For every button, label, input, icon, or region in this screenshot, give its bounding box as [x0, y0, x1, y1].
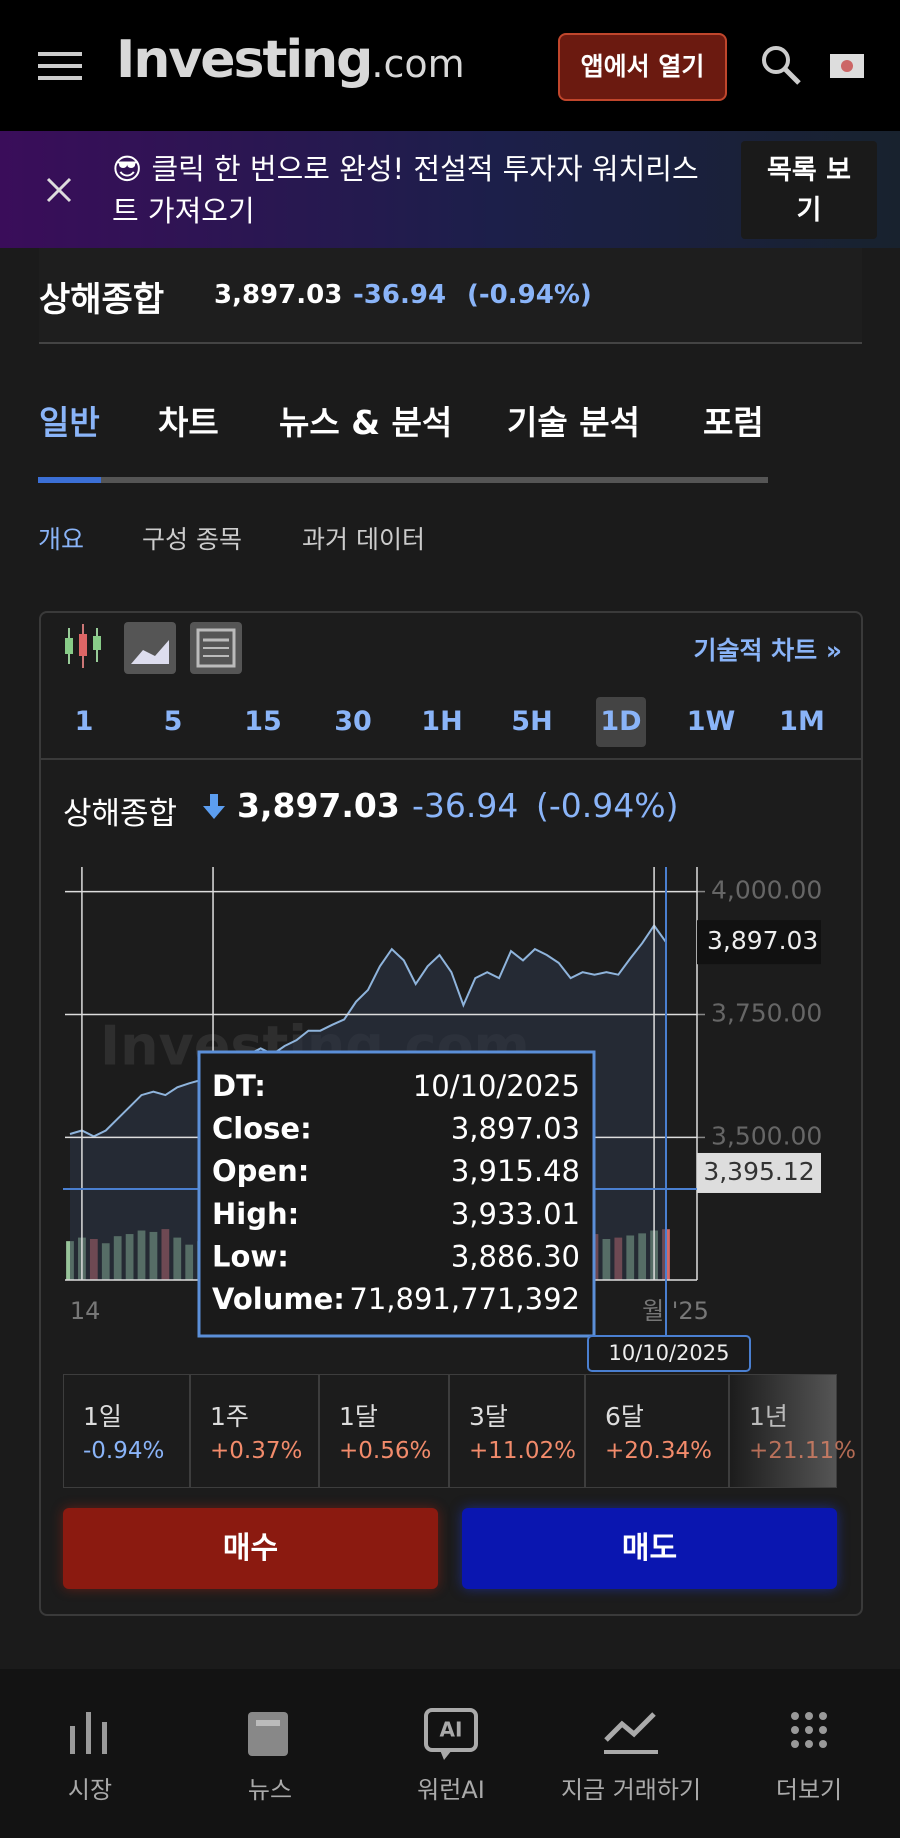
nav-label[interactable]: 더보기: [775, 1776, 843, 1804]
search-icon[interactable]: [760, 44, 802, 86]
open-app-button[interactable]: 앱에서 열기: [558, 33, 727, 101]
interval[interactable]: 15: [244, 706, 282, 737]
down-arrow: [203, 794, 225, 819]
area-icon[interactable]: [124, 622, 176, 674]
interval[interactable]: 30: [334, 706, 372, 737]
nav-icon-ai: AI: [424, 1708, 478, 1760]
tab[interactable]: 기술 분석: [507, 403, 640, 442]
perf-value: +21.11%: [749, 1438, 856, 1464]
quote-price: 3,897.03: [214, 280, 343, 310]
perf-cell: [319, 1374, 449, 1488]
perf-value: +11.02%: [469, 1438, 576, 1464]
logo-text: Investing: [116, 30, 373, 90]
quote-change-pct: (-0.94%): [467, 280, 592, 310]
tab-indicator: [38, 477, 101, 483]
subtab[interactable]: 과거 데이터: [302, 525, 425, 554]
perf-value: +20.34%: [605, 1438, 712, 1464]
chart-type-icons[interactable]: [63, 620, 253, 676]
menu-icon[interactable]: [38, 50, 84, 82]
logo[interactable]: Investing.com: [116, 30, 465, 90]
nav-label[interactable]: 지금 거래하기: [560, 1776, 702, 1804]
banner-emoji: 😎: [112, 152, 143, 186]
perf-cell: [449, 1374, 585, 1488]
perf-label: 1달: [339, 1402, 378, 1431]
quote-bar: [39, 248, 862, 344]
svg-text:AI: AI: [440, 1718, 463, 1742]
perf-value: +0.37%: [210, 1438, 303, 1464]
banner-close[interactable]: [46, 177, 72, 203]
perf-label: 6달: [605, 1402, 644, 1431]
banner-text: 😎 클릭 한 번으로 완성! 전설적 투자자 워치리스트 가져오기: [112, 148, 712, 232]
perf-cell: [729, 1374, 837, 1488]
perf-label: 1주: [210, 1402, 249, 1431]
tab[interactable]: 뉴스 & 분석: [279, 403, 453, 442]
interval[interactable]: 1: [74, 706, 94, 737]
nav-icon-news: [248, 1712, 288, 1756]
chart-change: -36.94: [412, 786, 519, 825]
interval[interactable]: 5H: [511, 706, 553, 737]
table-icon[interactable]: [190, 622, 242, 674]
interval[interactable]: 1D: [596, 697, 646, 747]
interval[interactable]: 1H: [421, 706, 463, 737]
tech-chart-link[interactable]: 기술적 차트 »: [693, 636, 842, 665]
nav-label[interactable]: 워런AI: [417, 1776, 485, 1804]
tab[interactable]: 차트: [158, 403, 219, 442]
tab[interactable]: 포럼: [703, 403, 764, 442]
perf-value: +0.56%: [339, 1438, 432, 1464]
nav-icon-trade: [604, 1712, 658, 1754]
banner-button[interactable]: 목록 보기: [741, 141, 877, 239]
perf-label: 3달: [469, 1402, 508, 1431]
sell-button[interactable]: 매도: [462, 1508, 837, 1589]
perf-label: 1년: [749, 1402, 788, 1431]
banner-message: 클릭 한 번으로 완성! 전설적 투자자 워치리스트 가져오기: [112, 152, 699, 228]
nav-icon-more: [791, 1712, 827, 1748]
perf-cell: [63, 1374, 190, 1488]
logo-suffix: .com: [371, 42, 465, 86]
nav-icon-market: [70, 1712, 107, 1754]
nav-icons: AI: [70, 1708, 827, 1760]
interval[interactable]: 1W: [686, 706, 736, 737]
candle-icon[interactable]: [65, 624, 101, 668]
subtab[interactable]: 개요: [38, 525, 85, 554]
bottom-nav: [0, 1669, 900, 1838]
header: [0, 0, 900, 131]
interval[interactable]: 5: [163, 706, 183, 737]
perf-value: -0.94%: [83, 1438, 165, 1464]
subtab[interactable]: 구성 종목: [142, 525, 242, 554]
chart-change-pct: (-0.94%): [536, 786, 679, 825]
divider: [41, 758, 861, 760]
quote-change: -36.94: [353, 280, 447, 310]
perf-label: 1일: [83, 1402, 122, 1431]
nav-label[interactable]: 뉴스: [247, 1776, 293, 1804]
chart-name: 상해종합: [63, 796, 178, 832]
chart-price: 3,897.03: [237, 786, 400, 825]
tab[interactable]: 일반: [39, 403, 100, 442]
interval[interactable]: 1M: [779, 706, 825, 737]
tab-track: [38, 477, 768, 483]
perf-cell: [190, 1374, 319, 1488]
flag-icon[interactable]: [830, 54, 864, 78]
buy-button[interactable]: 매수: [63, 1508, 438, 1589]
nav-label[interactable]: 시장: [67, 1776, 113, 1804]
quote-name: 상해종합: [39, 280, 165, 320]
perf-cell: [585, 1374, 729, 1488]
